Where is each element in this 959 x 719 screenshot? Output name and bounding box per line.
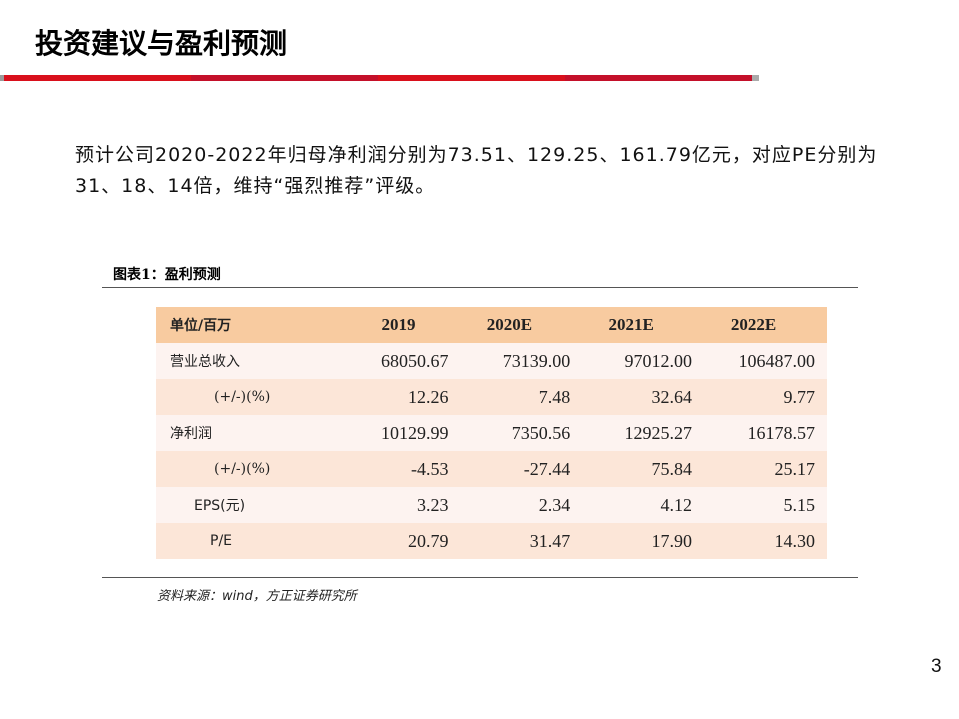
- cell: 16178.57: [692, 415, 827, 451]
- cell: 25.17: [692, 451, 827, 487]
- slide-title: 投资建议与盈利预测: [35, 27, 288, 60]
- header-year: 2019: [348, 307, 449, 343]
- cell: 4.12: [570, 487, 692, 523]
- cell: 10129.99: [348, 415, 449, 451]
- figure-top-rule: [102, 287, 858, 288]
- cell: 106487.00: [692, 343, 827, 379]
- cell: 73139.00: [448, 343, 571, 379]
- row-label: P/E: [156, 523, 349, 559]
- bar-segment: [565, 75, 752, 81]
- cell: 12925.27: [570, 415, 692, 451]
- bar-lead: [0, 75, 4, 81]
- header-unit: 单位/百万: [156, 307, 349, 343]
- figure-bottom-rule: [102, 577, 858, 578]
- row-label: 营业总收入: [156, 343, 349, 379]
- page-number: 3: [931, 656, 942, 677]
- row-label: EPS(元): [156, 487, 349, 523]
- figure-title: 图表1：盈利预测: [113, 267, 221, 283]
- investment-summary-paragraph: 预计公司2020-2022年归母净利润分别为73.51、129.25、161.7…: [75, 144, 878, 197]
- cell: 12.26: [348, 379, 449, 415]
- header-year: 2022E: [692, 307, 827, 343]
- cell: 20.79: [348, 523, 449, 559]
- cell: 32.64: [570, 379, 692, 415]
- table-row: 净利润 10129.99 7350.56 12925.27 16178.57: [156, 415, 827, 451]
- table-row: (+/-)(%) 12.26 7.48 32.64 9.77: [156, 379, 827, 415]
- cell: 31.47: [448, 523, 571, 559]
- cell: 9.77: [692, 379, 827, 415]
- header-year: 2021E: [570, 307, 692, 343]
- figure-source-note: 资料来源：wind，方正证券研究所: [157, 589, 357, 604]
- table-row: P/E 20.79 31.47 17.90 14.30: [156, 523, 827, 559]
- bar-segment: [378, 75, 565, 81]
- bar-segment: [191, 75, 378, 81]
- title-underline-bar: [0, 75, 759, 81]
- cell: -4.53: [348, 451, 449, 487]
- cell: 7350.56: [448, 415, 571, 451]
- table-row: EPS(元) 3.23 2.34 4.12 5.15: [156, 487, 827, 523]
- cell: -27.44: [448, 451, 571, 487]
- cell: 75.84: [570, 451, 692, 487]
- cell: 68050.67: [348, 343, 449, 379]
- row-label: 净利润: [156, 415, 349, 451]
- bar-segment: [4, 75, 191, 81]
- row-label: (+/-)(%): [156, 451, 349, 487]
- cell: 14.30: [692, 523, 827, 559]
- row-label: (+/-)(%): [156, 379, 349, 415]
- header-year: 2020E: [448, 307, 571, 343]
- cell: 7.48: [448, 379, 571, 415]
- cell: 2.34: [448, 487, 571, 523]
- cell: 17.90: [570, 523, 692, 559]
- cell: 97012.00: [570, 343, 692, 379]
- table-header-row: 单位/百万 2019 2020E 2021E 2022E: [156, 307, 827, 343]
- bar-tail: [752, 75, 759, 81]
- table-row: 营业总收入 68050.67 73139.00 97012.00 106487.…: [156, 343, 827, 379]
- earnings-forecast-table: 单位/百万 2019 2020E 2021E 2022E 营业总收入 68050…: [156, 307, 827, 559]
- cell: 3.23: [348, 487, 449, 523]
- cell: 5.15: [692, 487, 827, 523]
- table-row: (+/-)(%) -4.53 -27.44 75.84 25.17: [156, 451, 827, 487]
